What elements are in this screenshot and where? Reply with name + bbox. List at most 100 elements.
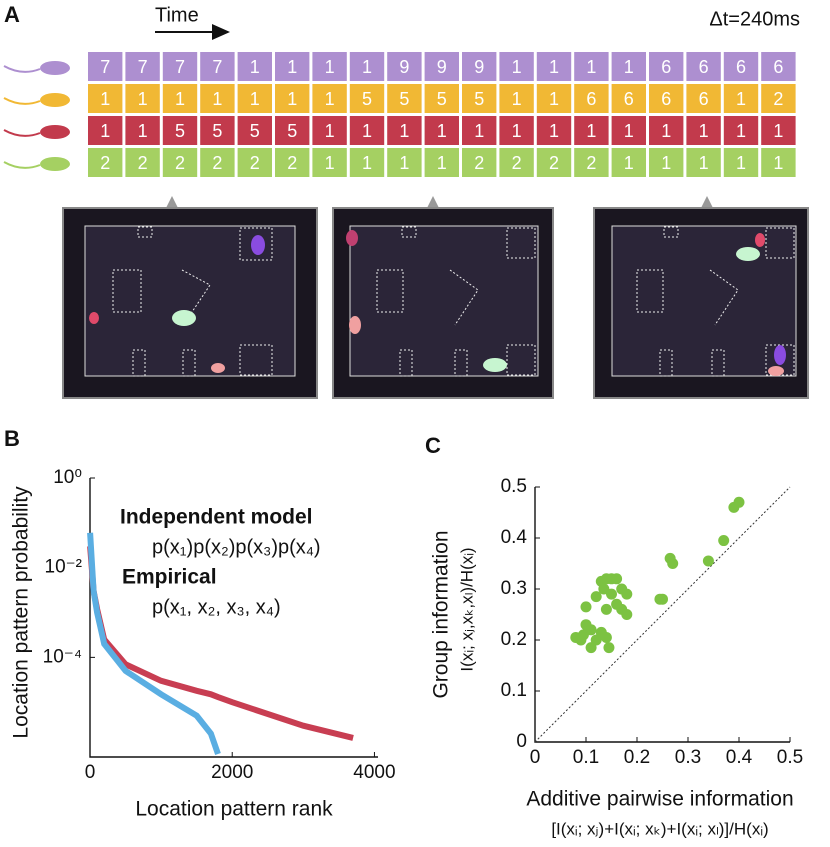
cell xyxy=(162,148,198,177)
cell xyxy=(761,148,796,177)
cell-value: 1 xyxy=(512,121,522,141)
cell-value: 1 xyxy=(250,57,260,77)
cell-value: 5 xyxy=(474,89,484,109)
frame xyxy=(593,196,809,399)
cell xyxy=(686,52,721,81)
y-tick-label: 10⁻⁴ xyxy=(43,646,82,667)
cell-value: 7 xyxy=(100,57,110,77)
cell xyxy=(536,116,572,145)
dt-label: Δt=240ms xyxy=(709,8,800,30)
cell-value: 1 xyxy=(773,121,783,141)
reference-diagonal xyxy=(534,486,791,743)
cell xyxy=(761,84,796,113)
cell xyxy=(349,84,385,113)
series-line xyxy=(87,532,221,755)
cell-value: 6 xyxy=(773,57,783,77)
cell-value: 1 xyxy=(325,153,335,173)
cell xyxy=(649,84,684,113)
cell-value: 1 xyxy=(362,57,372,77)
x-tick-label: 0 xyxy=(530,747,541,768)
cell-value: 1 xyxy=(586,121,596,141)
point xyxy=(621,588,633,600)
cell xyxy=(275,52,310,81)
cell xyxy=(312,116,347,145)
point xyxy=(585,624,597,636)
cell-value: 9 xyxy=(399,57,409,77)
point xyxy=(575,634,587,646)
legend-name: Independent model xyxy=(120,506,313,529)
cell xyxy=(162,84,198,113)
cell xyxy=(237,148,272,177)
cell xyxy=(424,116,459,145)
panel-label: A xyxy=(4,2,20,27)
cell xyxy=(424,148,459,177)
point xyxy=(580,601,592,613)
cell xyxy=(387,84,422,113)
point xyxy=(603,642,615,654)
cell xyxy=(237,52,272,81)
cell-value: 1 xyxy=(138,89,148,109)
cell xyxy=(499,148,534,177)
cell-value: 7 xyxy=(175,57,185,77)
cell-value: 1 xyxy=(549,57,559,77)
cell-value: 1 xyxy=(586,57,596,77)
y-tick-label: 0.3 xyxy=(501,578,527,599)
cell-value: 9 xyxy=(437,57,447,77)
panel-label: C xyxy=(425,433,441,458)
cell-value: 1 xyxy=(399,153,409,173)
cell-value: 7 xyxy=(212,57,222,77)
cell xyxy=(275,84,310,113)
cell xyxy=(686,148,721,177)
cell xyxy=(200,52,235,81)
cell xyxy=(462,52,497,81)
cell-value: 1 xyxy=(624,121,634,141)
y-tick-label: 0 xyxy=(516,731,527,752)
point xyxy=(611,573,623,585)
point xyxy=(718,535,730,547)
cell xyxy=(349,52,385,81)
cell-value: 6 xyxy=(661,89,671,109)
cell xyxy=(574,148,609,177)
cell-value: 2 xyxy=(100,153,110,173)
cell-value: 5 xyxy=(399,89,409,109)
y-tick-label: 0.4 xyxy=(501,527,528,548)
cell xyxy=(275,116,310,145)
cell xyxy=(723,84,759,113)
cell-value: 1 xyxy=(773,153,783,173)
cell xyxy=(387,52,422,81)
cell xyxy=(536,52,572,81)
y-axis-label: Location pattern probability xyxy=(10,486,33,739)
cell-value: 1 xyxy=(250,89,260,109)
x-tick-label: 2000 xyxy=(211,762,253,783)
cell-value: 6 xyxy=(586,89,596,109)
cell xyxy=(499,84,534,113)
cell xyxy=(574,116,609,145)
cell xyxy=(200,116,235,145)
cell xyxy=(424,52,459,81)
x-tick-label: 0.4 xyxy=(726,747,753,768)
x-tick-label: 0 xyxy=(85,762,96,783)
cell-value: 2 xyxy=(586,153,596,173)
cell xyxy=(312,148,347,177)
cell-value: 2 xyxy=(138,153,148,173)
mouse-icon xyxy=(40,93,70,107)
cell-value: 5 xyxy=(287,121,297,141)
cell-value: 6 xyxy=(661,57,671,77)
cell-value: 6 xyxy=(624,89,634,109)
y-tick-label: 10⁻² xyxy=(45,557,83,578)
cell xyxy=(499,52,534,81)
cell xyxy=(686,116,721,145)
point xyxy=(657,593,668,605)
cell xyxy=(499,116,534,145)
cell xyxy=(462,148,497,177)
cell-value: 5 xyxy=(212,121,222,141)
cell-value: 2 xyxy=(512,153,522,173)
point xyxy=(606,588,617,600)
y-axis-label-formula: I(xᵢ; xⱼ,xₖ,xₗ)/H(xᵢ) xyxy=(457,547,476,671)
cell xyxy=(88,148,123,177)
cell xyxy=(125,84,160,113)
cell xyxy=(611,52,646,81)
cell-value: 1 xyxy=(699,153,709,173)
point xyxy=(702,555,714,567)
